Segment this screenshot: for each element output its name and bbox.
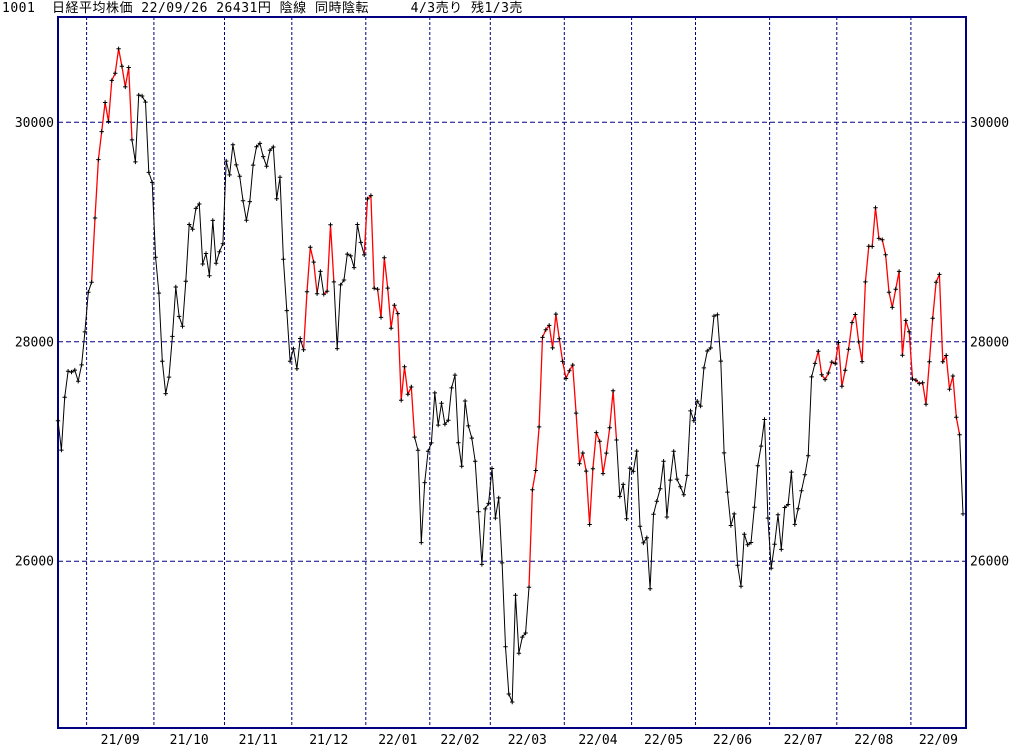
chart-frame: [57, 16, 967, 729]
price-line-uptrend: [814, 207, 961, 435]
price-line-downtrend: [316, 271, 325, 295]
x-axis-label: 22/04: [578, 733, 617, 745]
x-axis-label: 21/12: [309, 733, 348, 745]
price-line-uptrend: [363, 194, 416, 438]
chart-title: 1001 日経平均株価 22/09/26 26431円 陰線 同時陰転 4/3売…: [2, 1, 523, 16]
y-axis-label-left: 28000: [15, 335, 54, 350]
x-axis-label: 21/09: [101, 733, 140, 745]
x-axis-label: 22/08: [854, 733, 893, 745]
price-line-downtrend: [616, 313, 816, 589]
y-axis-label-right: 30000: [970, 116, 1009, 131]
price-line-downtrend: [131, 94, 305, 394]
x-axis-label: 22/02: [440, 733, 479, 745]
price-line-downtrend: [414, 374, 530, 703]
x-axis-label: 22/07: [784, 733, 823, 745]
y-axis-label-left: 30000: [15, 116, 54, 131]
x-axis-label: 22/03: [508, 733, 547, 745]
price-line-uptrend: [302, 247, 318, 350]
price-line-uptrend: [323, 224, 335, 295]
x-axis-label: 21/11: [239, 733, 278, 745]
data-point-markers: [55, 46, 966, 705]
price-line-downtrend: [333, 224, 365, 349]
y-axis-label-right: 26000: [970, 555, 1009, 570]
x-axis-label: 22/09: [919, 733, 958, 745]
x-axis-label: 22/06: [713, 733, 752, 745]
y-axis-label-left: 26000: [15, 555, 54, 570]
y-axis-label-right: 28000: [970, 335, 1009, 350]
price-line-downtrend: [959, 434, 964, 514]
x-axis-label: 22/05: [644, 733, 683, 745]
x-axis-label: 22/01: [378, 733, 417, 745]
price-line-uptrend: [90, 48, 133, 283]
price-line-uptrend: [528, 314, 618, 588]
x-axis-label: 21/10: [170, 733, 209, 745]
